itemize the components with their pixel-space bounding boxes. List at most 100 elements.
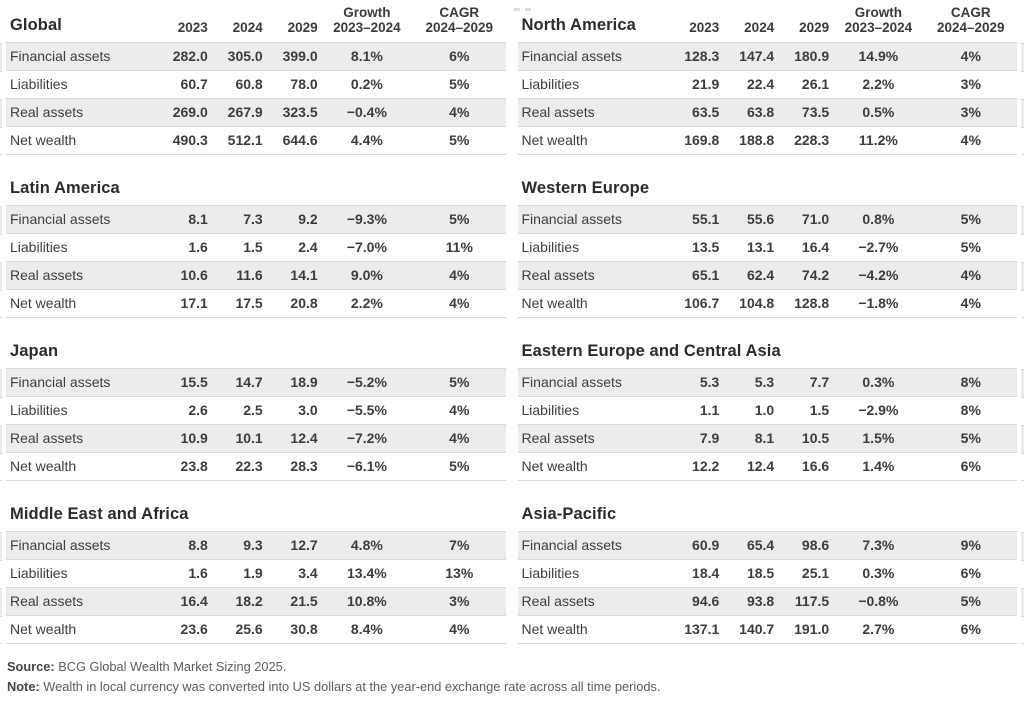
- value-cell: 21.9: [692, 76, 720, 92]
- table-row: Liabilities 1.6 1.9 3.4 13.4% 13%: [6, 559, 506, 588]
- value-cell: 12.4: [746, 458, 775, 474]
- row-label: Financial assets: [10, 537, 111, 553]
- pct-cell: −5.5%: [346, 402, 387, 418]
- value-cell: 140.7: [739, 621, 775, 637]
- region-title: Asia-Pacific: [521, 505, 617, 523]
- value-cell: 18.5: [746, 565, 775, 581]
- table-row: Net wealth 12.2 12.4 16.6 1.4% 6%: [517, 452, 1017, 481]
- cropped-row-sliver: [0, 42, 2, 71]
- value-cell: 8.1: [754, 430, 775, 446]
- pct-cell: 4%: [449, 430, 470, 446]
- header-spacer: [667, 503, 1017, 532]
- value-cell: 13.1: [746, 239, 775, 255]
- table-head-western-europe: Western Europe: [518, 177, 1018, 206]
- col-header-growth: Growth 2023–2024: [832, 3, 924, 43]
- pct-cell: −5.2%: [346, 374, 387, 390]
- value-cell: 16.4: [180, 593, 208, 609]
- region-title: Global: [10, 16, 62, 34]
- pct-cell: 2.2%: [350, 295, 383, 311]
- value-cell: 98.6: [801, 537, 830, 553]
- table-row: Liabilities 60.7 60.8 78.0 0.2% 5%: [6, 70, 506, 99]
- row-label: Financial assets: [521, 211, 622, 227]
- row-label: Net wealth: [521, 295, 588, 311]
- value-cell: 55.1: [692, 211, 720, 227]
- pct-cell: 2.2%: [862, 76, 895, 92]
- table-row: Liabilities 1.1 1.0 1.5 −2.9% 8%: [517, 396, 1017, 425]
- value-cell: 12.2: [692, 458, 720, 474]
- region-title: Japan: [10, 342, 59, 360]
- note-text: Wealth in local currency was converted i…: [43, 679, 661, 694]
- value-cell: 128.3: [684, 48, 720, 64]
- value-cell: 7.7: [809, 374, 830, 390]
- value-cell: 78.0: [290, 76, 318, 92]
- row-label: Financial assets: [10, 48, 111, 64]
- table-row: Net wealth 17.1 17.5 20.8 2.2% 4%: [6, 289, 506, 318]
- value-cell: 28.3: [290, 458, 318, 474]
- pct-cell: 6%: [449, 48, 470, 64]
- table-row: Real assets 269.0 267.9 323.5 −0.4% 4%: [6, 98, 506, 127]
- row-label: Financial assets: [521, 537, 622, 553]
- header-row: Middle East and Africa: [6, 503, 506, 532]
- row-label: Net wealth: [521, 458, 588, 474]
- source-label: Source:: [7, 659, 55, 674]
- value-cell: 2.4: [298, 239, 318, 255]
- cropped-row-sliver: [0, 289, 2, 318]
- pct-cell: −2.9%: [858, 402, 899, 418]
- pct-cell: −0.8%: [858, 593, 899, 609]
- header-row: Eastern Europe and Central Asia: [518, 340, 1018, 369]
- col-header-cagr: CAGR 2024–2029: [413, 3, 505, 43]
- pct-cell: 7.3%: [862, 537, 895, 553]
- cropped-row-sliver: [0, 205, 2, 234]
- row-label: Real assets: [521, 430, 595, 446]
- value-cell: 15.5: [180, 374, 208, 390]
- table-row: Real assets 10.9 10.1 12.4 −7.2% 4%: [6, 424, 506, 453]
- pct-cell: 13.4%: [347, 565, 387, 581]
- value-cell: 282.0: [172, 48, 208, 64]
- row-label: Real assets: [521, 267, 595, 283]
- table-row: Liabilities 1.6 1.5 2.4 −7.0% 11%: [6, 233, 506, 262]
- value-cell: 7.9: [699, 430, 720, 446]
- pct-cell: 7%: [449, 537, 470, 553]
- col-header-cagr: CAGR 2024–2029: [925, 3, 1017, 43]
- cropped-row-sliver: [0, 70, 2, 99]
- value-cell: 93.8: [746, 593, 775, 609]
- conversion-note: Note: Wealth in local currency was conve…: [7, 677, 1017, 697]
- table-row: Net wealth 490.3 512.1 644.6 4.4% 5%: [6, 126, 506, 155]
- row-label: Financial assets: [521, 48, 622, 64]
- pct-cell: 8.4%: [350, 621, 383, 637]
- table-body-japan: Financial assets 15.5 14.7 18.9 −5.2% 5% Liabi…: [6, 368, 506, 481]
- header-spacer: [667, 177, 1017, 206]
- value-cell: 1.0: [754, 402, 775, 418]
- cropped-row-sliver: [0, 424, 2, 453]
- region-table-global: Global 2023 2024 2029 Growth 2023–2024 CAGR 202…: [6, 3, 506, 155]
- cropped-row-sliver: [0, 126, 2, 155]
- value-cell: 180.9: [794, 48, 830, 64]
- value-cell: 3.4: [298, 565, 318, 581]
- pct-cell: 3%: [960, 104, 981, 120]
- value-cell: 5.3: [754, 374, 775, 390]
- cropped-row-sliver: [0, 452, 2, 481]
- value-cell: 12.7: [290, 537, 318, 553]
- value-cell: 62.4: [746, 267, 775, 283]
- row-label: Net wealth: [10, 132, 77, 148]
- value-cell: 14.1: [290, 267, 318, 283]
- value-cell: 644.6: [282, 132, 318, 148]
- value-cell: 26.1: [801, 76, 830, 92]
- value-cell: 10.6: [180, 267, 208, 283]
- table-row: Real assets 65.1 62.4 74.2 −4.2% 4%: [517, 261, 1017, 290]
- value-cell: 71.0: [801, 211, 830, 227]
- row-label: Real assets: [10, 430, 84, 446]
- table-row: Liabilities 2.6 2.5 3.0 −5.5% 4%: [6, 396, 506, 425]
- cropped-row-sliver: [0, 396, 2, 425]
- region-table-asia-pacific: Asia-Pacific Financial assets 60.9 65.4 98.6…: [517, 503, 1017, 644]
- value-cell: 74.2: [801, 267, 830, 283]
- value-cell: 23.6: [180, 621, 208, 637]
- pct-cell: 11.2%: [858, 132, 898, 148]
- pct-cell: 5%: [449, 458, 470, 474]
- table-row: Net wealth 106.7 104.8 128.8 −1.8% 4%: [517, 289, 1017, 318]
- value-cell: 22.3: [235, 458, 263, 474]
- table-row: Liabilities 18.4 18.5 25.1 0.3% 6%: [517, 559, 1017, 588]
- value-cell: 63.8: [746, 104, 775, 120]
- col-header-growth-line: 2023–2024: [844, 20, 913, 35]
